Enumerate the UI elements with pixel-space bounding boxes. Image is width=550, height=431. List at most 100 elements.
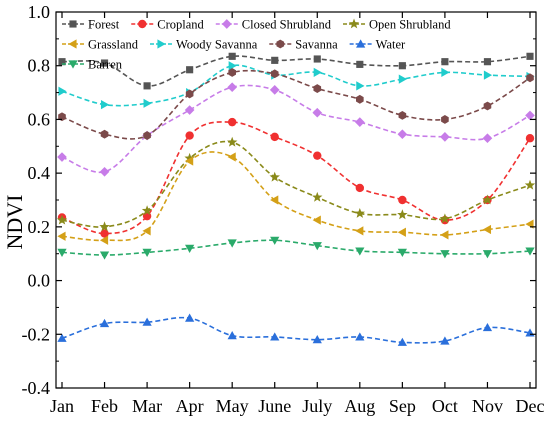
data-point: [398, 195, 407, 205]
data-point: [398, 62, 406, 70]
y-tick-label: 0.2: [28, 217, 51, 237]
series-line-forest: [61, 55, 531, 87]
data-point: [142, 317, 152, 326]
data-point: [270, 195, 279, 205]
data-point: [313, 151, 322, 160]
data-point: [56, 214, 68, 225]
x-tick-label: July: [302, 396, 332, 416]
legend-marker: [69, 20, 77, 28]
legend-label: Cropland: [157, 18, 204, 32]
legend-marker: [356, 39, 366, 48]
data-point: [270, 69, 279, 79]
data-point: [185, 244, 195, 253]
data-point: [440, 132, 450, 142]
data-point: [227, 239, 237, 248]
data-point: [142, 211, 152, 221]
series-line-grassland: [61, 151, 531, 242]
legend-marker: [68, 39, 77, 49]
legend-marker: [157, 39, 166, 49]
series-line-open-shrubland: [61, 140, 531, 228]
x-tick-label: May: [216, 396, 249, 416]
x-tick-label: Jan: [50, 396, 74, 416]
data-point: [312, 215, 321, 225]
data-point: [483, 58, 492, 66]
data-point: [271, 56, 279, 64]
data-point: [100, 59, 109, 67]
data-point: [482, 322, 493, 332]
x-tick-label: Feb: [91, 396, 118, 416]
legend-marker: [68, 60, 78, 69]
data-point: [57, 152, 67, 162]
data-point: [355, 247, 365, 256]
axes-group: -0.4 -0.2 0.0 0.2 0.4 0.6 0.8 1.0 Jan Feb Mar Apr Ma…: [22, 2, 545, 416]
data-point: [354, 117, 365, 127]
legend: Forest Cropland Closed Shrubland Open Shrub…: [62, 18, 451, 72]
data-point: [482, 194, 493, 205]
data-point: [99, 251, 110, 260]
data-point: [99, 318, 110, 328]
x-tick-label: Apr: [176, 396, 204, 416]
data-point: [439, 213, 451, 224]
data-point: [99, 221, 110, 232]
data-point: [58, 86, 67, 96]
data-point: [312, 242, 322, 251]
data-point: [354, 207, 366, 218]
data-point: [313, 84, 322, 93]
series-line-water: [61, 316, 531, 344]
data-point: [185, 89, 194, 99]
data-point: [57, 231, 66, 241]
legend-label: Closed Shrubland: [242, 18, 332, 32]
data-point: [57, 248, 67, 257]
x-tick-label: Nov: [472, 396, 503, 416]
data-point: [397, 248, 407, 257]
data-point: [270, 332, 280, 341]
data-point: [440, 250, 450, 259]
data-point: [184, 105, 195, 115]
data-point: [525, 134, 535, 143]
data-point: [441, 58, 449, 66]
data-point: [355, 226, 364, 236]
y-tick-label: 0.0: [28, 271, 51, 291]
series-line-barren: [61, 239, 531, 256]
plot-border: [55, 11, 537, 389]
y-tick-label: 0.6: [28, 109, 51, 129]
data-point: [313, 55, 321, 63]
data-point: [440, 230, 449, 240]
data-point: [143, 131, 151, 140]
legend-label: Open Shrubland: [369, 18, 451, 32]
data-point: [312, 191, 323, 202]
data-point: [142, 226, 151, 236]
legend-label: Woody Savanna: [176, 38, 258, 52]
data-point: [185, 313, 195, 322]
data-point: [526, 73, 534, 83]
data-point: [397, 227, 406, 237]
data-point: [356, 60, 364, 68]
data-point: [142, 248, 152, 257]
data-point: [355, 183, 365, 193]
data-point: [356, 81, 365, 91]
data-point: [100, 100, 110, 110]
data-point: [227, 82, 238, 93]
data-point: [186, 66, 194, 74]
data-point: [398, 110, 407, 120]
data-point: [441, 67, 450, 78]
data-point: [525, 110, 535, 121]
data-point: [269, 85, 280, 95]
data-point: [313, 67, 322, 78]
data-point: [441, 115, 449, 124]
data-point: [312, 335, 322, 344]
data-point: [143, 98, 152, 108]
legend-marker: [276, 39, 285, 49]
series-line-woody-savanna: [61, 64, 531, 107]
data-point: [482, 250, 493, 259]
data-point: [398, 74, 407, 84]
legend-label: Barren: [88, 58, 123, 72]
x-tick-label: Sep: [389, 396, 416, 416]
data-point: [143, 82, 151, 90]
legend-label: Grassland: [88, 38, 139, 52]
x-tick-label: Oct: [432, 396, 458, 416]
x-tick-label: Dec: [516, 396, 545, 416]
y-axis-title: NDVI: [2, 195, 27, 250]
